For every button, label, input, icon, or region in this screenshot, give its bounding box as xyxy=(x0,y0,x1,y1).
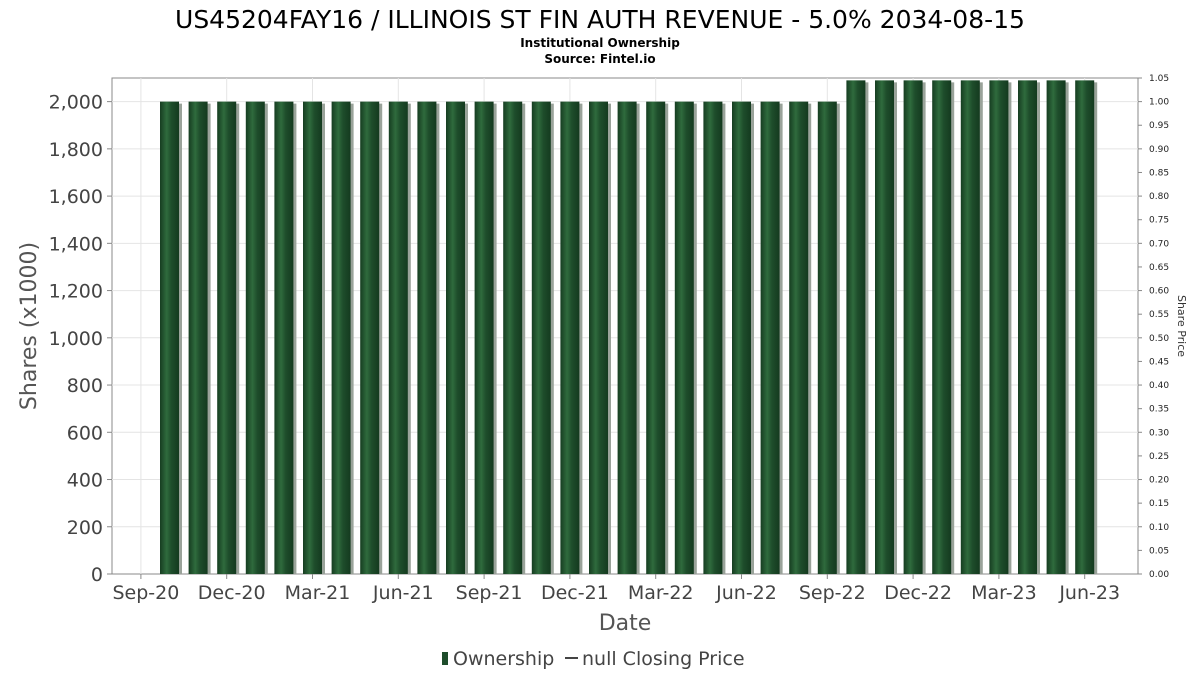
bar xyxy=(989,80,1009,574)
legend: Ownership null Closing Price xyxy=(442,648,745,670)
bar xyxy=(446,101,465,574)
y-axis-label: Shares (x1000) xyxy=(17,242,42,410)
bar xyxy=(817,101,837,574)
bar xyxy=(846,80,866,574)
bar xyxy=(245,101,265,574)
y2-tick-label: 0.75 xyxy=(1149,216,1169,226)
y2-axis: 0.00 0.05 0.10 0.15 0.20 0.25 0.30 0.35 0.40 0.45… xyxy=(1138,74,1169,580)
bar xyxy=(274,101,294,574)
y-axis: 0 200 400 600 800 1,000 1,200 1,400 1,600 1,800 2,… xyxy=(49,92,112,586)
x-tick-label: Dec-21 xyxy=(541,582,609,604)
bar xyxy=(1018,80,1037,574)
bar xyxy=(703,101,723,574)
y2-tick-label: 0.35 xyxy=(1149,405,1169,415)
y2-tick-label: 1.05 xyxy=(1149,74,1169,84)
chart-source: Source: Fintel.io xyxy=(544,52,655,66)
legend-ownership-swatch xyxy=(442,652,448,665)
y2-tick-label: 0.00 xyxy=(1149,570,1169,580)
x-tick-label: Jun-21 xyxy=(372,582,434,604)
y-tick-label: 200 xyxy=(67,517,103,539)
y2-tick-label: 0.20 xyxy=(1149,476,1169,486)
bar xyxy=(1075,80,1095,574)
y2-tick-label: 0.65 xyxy=(1149,263,1169,273)
y2-tick-label: 0.45 xyxy=(1149,357,1169,367)
bar xyxy=(674,101,694,574)
bar xyxy=(646,101,666,574)
bar xyxy=(732,101,751,574)
y2-tick-label: 0.30 xyxy=(1149,428,1169,438)
bar xyxy=(331,101,351,574)
x-tick-label: Sep-20 xyxy=(112,582,179,604)
y-tick-label: 1,600 xyxy=(49,186,103,208)
y2-tick-label: 1.00 xyxy=(1149,98,1169,108)
y-tick-label: 1,000 xyxy=(49,328,103,350)
bar xyxy=(617,101,637,574)
y2-tick-label: 0.95 xyxy=(1149,121,1169,131)
y2-axis-label: Share Price xyxy=(1175,295,1188,357)
x-tick-label: Sep-22 xyxy=(799,582,866,604)
x-tick-label: Mar-22 xyxy=(628,582,694,604)
x-axis-label: Date xyxy=(599,611,652,636)
x-axis: Sep-20 Dec-20 Mar-21 Jun-21 Sep-21 Dec-21 Mar-… xyxy=(112,574,1120,604)
bar xyxy=(474,101,494,574)
x-tick-label: Sep-21 xyxy=(456,582,523,604)
bar xyxy=(560,101,580,574)
y2-tick-label: 0.60 xyxy=(1149,287,1169,297)
y2-tick-label: 0.25 xyxy=(1149,452,1169,462)
y-tick-label: 400 xyxy=(67,470,103,492)
bar xyxy=(760,101,780,574)
y2-tick-label: 0.55 xyxy=(1149,310,1169,320)
y2-tick-label: 0.90 xyxy=(1149,145,1169,155)
y-tick-label: 800 xyxy=(67,375,103,397)
bar xyxy=(1046,80,1066,574)
y-tick-label: 1,800 xyxy=(49,139,103,161)
x-tick-label: Jun-23 xyxy=(1058,582,1120,604)
bar xyxy=(903,80,923,574)
bar xyxy=(217,101,237,574)
bar xyxy=(188,101,208,574)
bar xyxy=(160,101,179,574)
y-tick-label: 1,400 xyxy=(49,233,103,255)
y-tick-label: 2,000 xyxy=(49,92,103,114)
bar xyxy=(589,101,608,574)
bars xyxy=(160,80,1098,574)
bar xyxy=(789,101,809,574)
y2-tick-label: 0.85 xyxy=(1149,168,1169,178)
x-tick-label: Jun-22 xyxy=(715,582,777,604)
x-tick-label: Dec-22 xyxy=(884,582,952,604)
y2-tick-label: 0.05 xyxy=(1149,546,1169,556)
legend-price-label: null Closing Price xyxy=(582,648,745,670)
y2-tick-label: 0.50 xyxy=(1149,334,1169,344)
y-tick-label: 600 xyxy=(67,422,103,444)
y-tick-label: 1,200 xyxy=(49,281,103,303)
bar xyxy=(503,101,523,574)
y2-tick-label: 0.40 xyxy=(1149,381,1169,391)
bar xyxy=(875,80,894,574)
chart-title: US45204FAY16 / ILLINOIS ST FIN AUTH REVE… xyxy=(175,5,1025,34)
y2-tick-label: 0.80 xyxy=(1149,192,1169,202)
bar xyxy=(417,101,437,574)
y-tick-label: 0 xyxy=(91,564,103,586)
x-tick-label: Mar-23 xyxy=(971,582,1037,604)
bar xyxy=(303,101,322,574)
y2-tick-label: 0.15 xyxy=(1149,499,1169,509)
chart-subtitle: Institutional Ownership xyxy=(520,36,680,50)
legend-ownership-label: Ownership xyxy=(453,648,554,670)
x-tick-label: Mar-21 xyxy=(285,582,351,604)
y2-tick-label: 0.10 xyxy=(1149,523,1169,533)
bar xyxy=(531,101,551,574)
bar xyxy=(932,80,952,574)
bar xyxy=(360,101,380,574)
bar xyxy=(960,80,980,574)
y2-tick-label: 0.70 xyxy=(1149,239,1169,249)
x-tick-label: Dec-20 xyxy=(198,582,266,604)
bar xyxy=(388,101,408,574)
